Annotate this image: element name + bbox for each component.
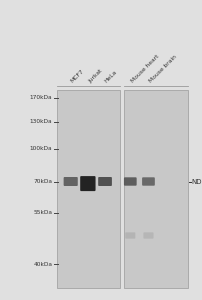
Text: 70kDa: 70kDa [34, 179, 53, 184]
Text: 130kDa: 130kDa [30, 119, 53, 124]
Text: 40kDa: 40kDa [34, 262, 53, 266]
Text: Jurkat: Jurkat [88, 68, 104, 84]
Text: 170kDa: 170kDa [30, 95, 53, 100]
FancyBboxPatch shape [98, 177, 112, 186]
Text: MCF7: MCF7 [70, 69, 85, 84]
FancyBboxPatch shape [124, 177, 137, 186]
FancyBboxPatch shape [125, 232, 135, 239]
Text: NDC1: NDC1 [191, 178, 202, 184]
Text: Mouse heart: Mouse heart [130, 54, 160, 84]
FancyBboxPatch shape [143, 232, 154, 239]
FancyBboxPatch shape [142, 177, 155, 186]
Text: 55kDa: 55kDa [34, 211, 53, 215]
Text: Mouse brain: Mouse brain [148, 54, 178, 84]
FancyBboxPatch shape [64, 177, 78, 186]
Bar [124, 90, 188, 288]
FancyBboxPatch shape [80, 176, 96, 191]
Bar [57, 90, 120, 288]
Text: HeLa: HeLa [104, 70, 118, 84]
Text: 100kDa: 100kDa [30, 146, 53, 151]
